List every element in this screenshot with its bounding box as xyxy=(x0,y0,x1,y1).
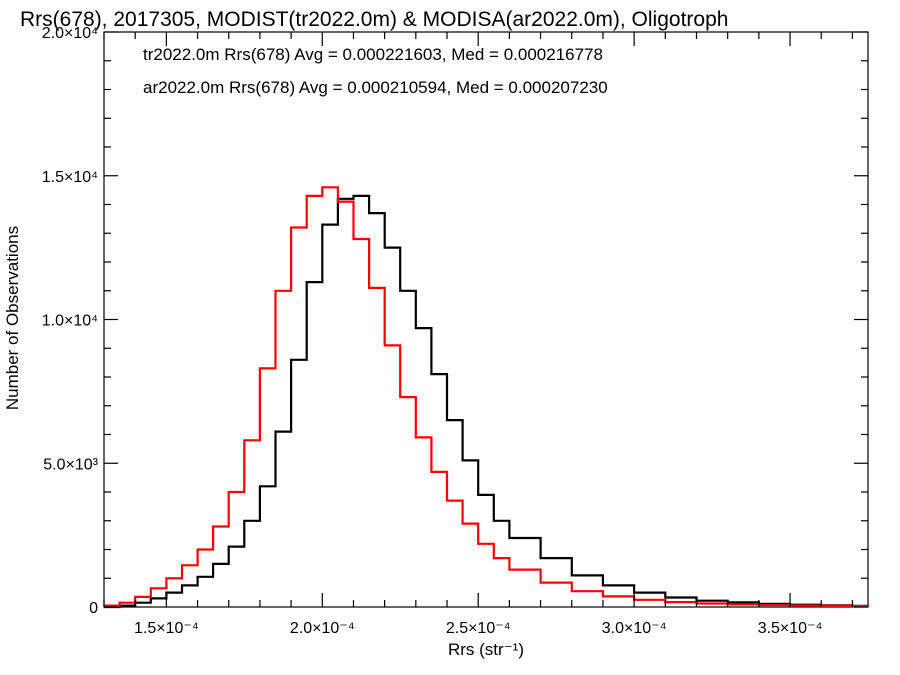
chart-title: Rrs(678), 2017305, MODIST(tr2022.0m) & M… xyxy=(20,8,728,31)
y-tick-label: 0 xyxy=(89,600,98,617)
x-tick-label: 2.0×10⁻⁴ xyxy=(290,620,355,637)
y-axis-label: Number of Observations xyxy=(3,226,22,410)
x-tick-label: 1.5×10⁻⁴ xyxy=(134,620,199,637)
series-layer xyxy=(104,186,870,609)
y-tick-label: 1.0×10⁴ xyxy=(42,313,98,330)
legend-entry-ar2022: ar2022.0m Rrs(678) Avg = 0.000210594, Me… xyxy=(143,78,608,97)
y-tick-label: 1.5×10⁴ xyxy=(42,169,98,186)
series-line-tr2022 xyxy=(104,194,870,609)
y-tick-label: 2.0×10⁴ xyxy=(42,25,98,42)
series-line-ar2022 xyxy=(104,186,870,608)
plot-frame xyxy=(103,31,869,608)
x-tick-label: 3.5×10⁻⁴ xyxy=(758,620,823,637)
tick-layer: 1.5×10⁻⁴ 2.0×10⁻⁴ 2.5×10⁻⁴ 3.0×10⁻⁴ 3.5×10⁻⁴… xyxy=(42,25,868,637)
y-tick-label: 5.0×10³ xyxy=(43,456,98,473)
x-axis-label: Rrs (str⁻¹) xyxy=(448,640,524,659)
legend-entry-tr2022: tr2022.0m Rrs(678) Avg = 0.000221603, Me… xyxy=(143,45,603,64)
x-tick-label: 2.5×10⁻⁴ xyxy=(446,620,511,637)
x-tick-label: 3.0×10⁻⁴ xyxy=(602,620,667,637)
